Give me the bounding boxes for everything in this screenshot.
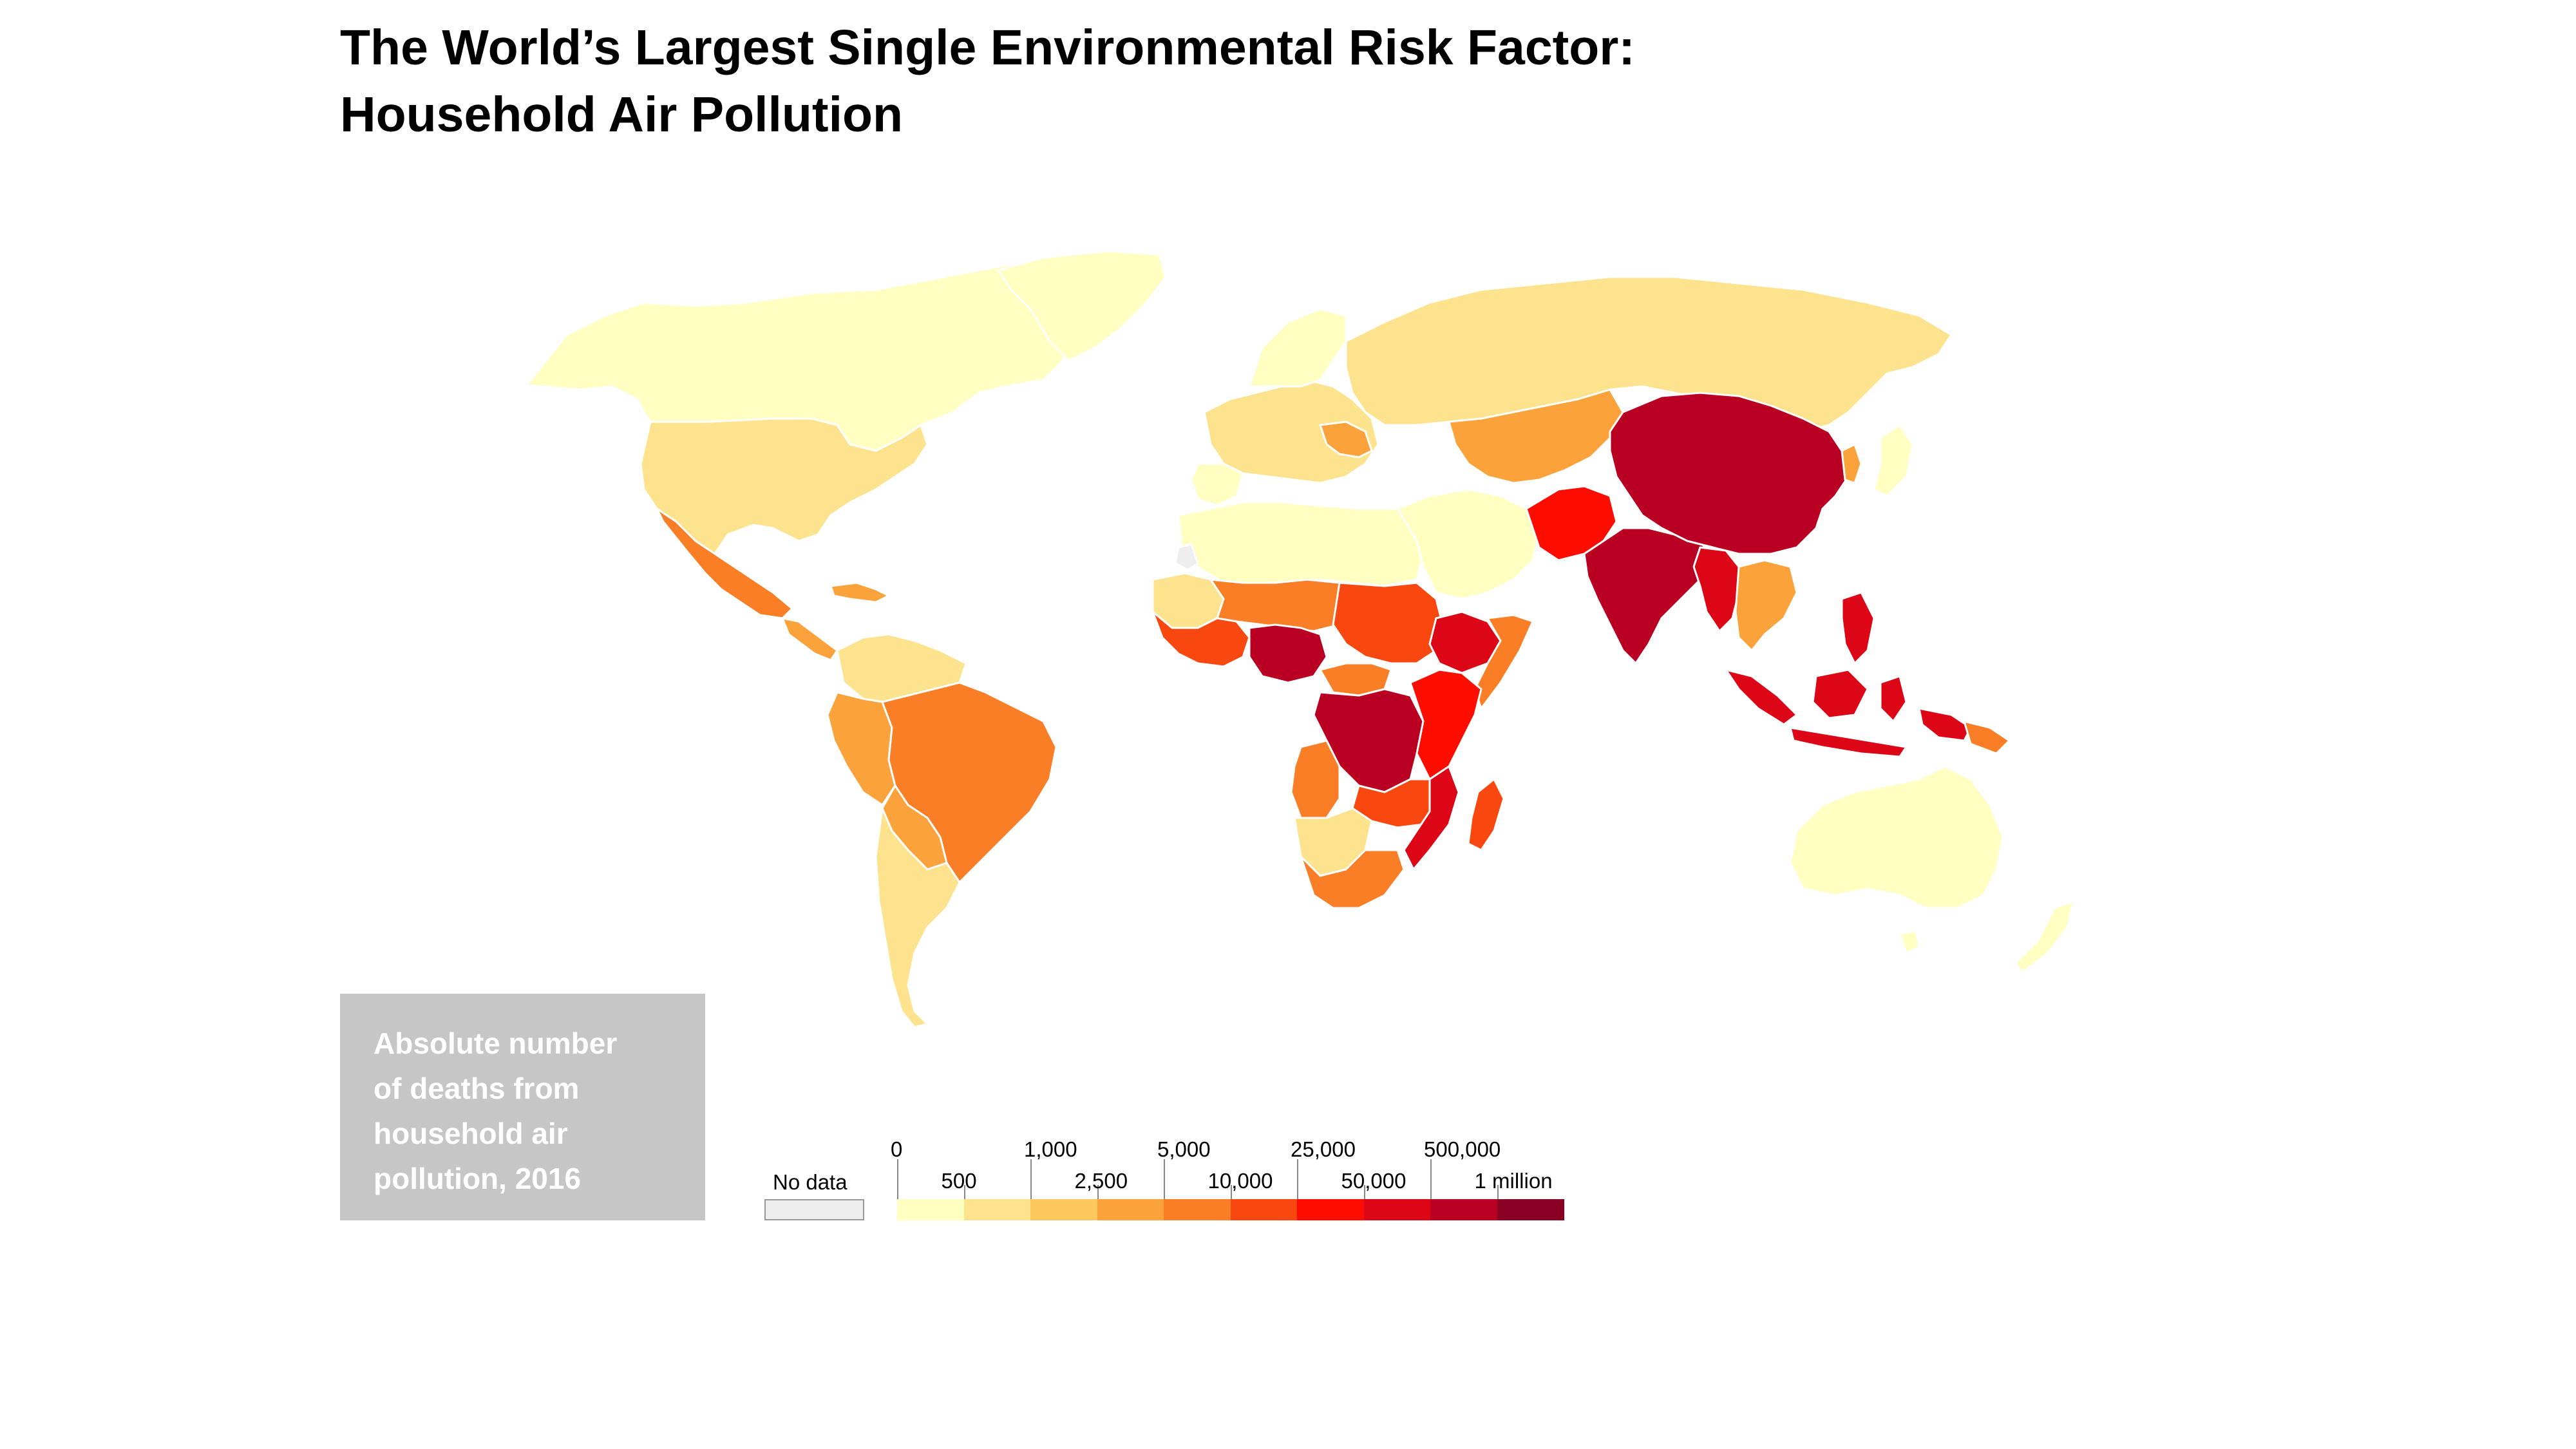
no-data-swatch: [764, 1199, 864, 1220]
region-tasmania: [1899, 929, 1920, 954]
region-north-africa: [1177, 501, 1425, 587]
legend-swatch: [1030, 1199, 1098, 1220]
region-angola: [1290, 739, 1341, 819]
legend-tick: [1363, 1185, 1365, 1199]
legend-tick-label-lower: 2,500: [1074, 1169, 1128, 1193]
map-title-line-2: Household Air Pollution: [340, 87, 904, 142]
region-south-africa: [1300, 849, 1405, 909]
legend-tick: [1097, 1185, 1099, 1199]
legend-swatch: [897, 1199, 965, 1220]
legend-tick: [897, 1159, 898, 1199]
legend-tick: [1164, 1159, 1165, 1199]
region-myanmar-bangladesh: [1692, 546, 1740, 632]
legend-swatch: [1230, 1199, 1298, 1220]
region-scandinavia: [1248, 308, 1347, 388]
legend-tick-label-lower: 1 million: [1474, 1169, 1553, 1193]
region-china: [1609, 392, 1850, 555]
legend-tick: [1497, 1185, 1499, 1199]
region-west-africa-coast: [1151, 611, 1251, 668]
legend-tick-label-lower: 50,000: [1341, 1169, 1406, 1193]
region-papua: [1918, 707, 1972, 742]
region-east-africa: [1409, 668, 1482, 781]
legend-swatch: [1164, 1199, 1231, 1220]
region-somalia: [1473, 614, 1534, 710]
region-papua-new-guinea: [1963, 720, 2011, 755]
no-data-label: No data: [773, 1170, 848, 1194]
region-eastern-europe: [1319, 421, 1373, 459]
region-japan: [1873, 424, 1914, 497]
region-java-borneo: [1789, 726, 1908, 758]
legend-description-box: Absolute number of deaths from household…: [340, 994, 705, 1220]
region-borneo: [1812, 668, 1869, 719]
region-iberia: [1190, 462, 1244, 507]
region-pakistan-afghanistan: [1525, 485, 1618, 562]
region-indochina: [1734, 559, 1798, 652]
legend-tick: [963, 1185, 965, 1199]
legend-tick: [1230, 1185, 1232, 1199]
region-central-asia: [1448, 388, 1624, 484]
legend-swatch: [1097, 1199, 1164, 1220]
region-sulawesi: [1879, 675, 1908, 723]
legend-tick-label-lower: 10,000: [1208, 1169, 1273, 1193]
region-sudan-chad: [1332, 582, 1444, 665]
region-greenland: [997, 250, 1167, 362]
region-mozambique: [1403, 765, 1460, 871]
legend-tick: [1297, 1159, 1298, 1199]
region-caribbean: [829, 582, 890, 603]
legend-tick: [1030, 1159, 1032, 1199]
region-middle-east: [1396, 488, 1540, 600]
region-sumatra: [1725, 668, 1798, 726]
legend-tick-label-upper: 5,000: [1157, 1137, 1211, 1161]
map-title: The World’s Largest Single Environmental…: [340, 14, 2014, 148]
legend-description-line: household air: [374, 1117, 568, 1150]
region-nigeria: [1248, 623, 1328, 684]
region-central-america: [781, 617, 838, 661]
legend-swatch: [1363, 1199, 1431, 1220]
region-madagascar: [1467, 778, 1505, 851]
region-new-zealand: [2014, 900, 2075, 974]
region-australia: [1789, 765, 2004, 909]
legend-tick-label-upper: 25,000: [1291, 1137, 1356, 1161]
legend-tick-label-upper: 0: [891, 1137, 903, 1161]
legend-swatch: [1430, 1199, 1498, 1220]
legend-tick-label-upper: 500,000: [1424, 1137, 1501, 1161]
legend-swatch: [963, 1199, 1031, 1220]
legend-description-line: Absolute number: [374, 1027, 618, 1060]
legend-swatch: [1297, 1199, 1365, 1220]
legend-tick-label-lower: 500: [941, 1169, 977, 1193]
region-western-sahara: [1174, 543, 1199, 571]
legend-tick: [1430, 1159, 1432, 1199]
legend-description-line: pollution, 2016: [374, 1162, 582, 1195]
region-korea: [1841, 443, 1862, 484]
legend-tick-label-upper: 1,000: [1024, 1137, 1077, 1161]
region-india: [1583, 527, 1714, 665]
region-southern-cone: [875, 807, 961, 1028]
legend-description-line: of deaths from: [374, 1072, 580, 1105]
region-philippines: [1841, 591, 1875, 665]
map-title-line-1: The World’s Largest Single Environmental…: [340, 20, 1635, 75]
legend-swatch: [1497, 1199, 1564, 1220]
